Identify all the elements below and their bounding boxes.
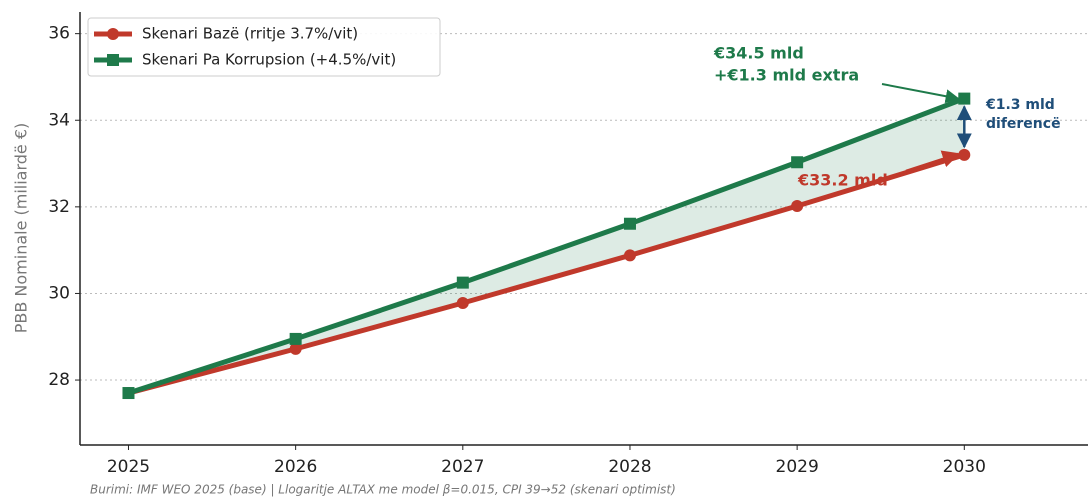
series-line bbox=[127, 96, 966, 396]
gap-area bbox=[128, 98, 965, 394]
annotation: +€1.3 mld extra bbox=[714, 66, 859, 85]
legend-marker bbox=[107, 54, 119, 66]
point bbox=[791, 199, 804, 212]
y-tick-label: 30 bbox=[48, 283, 70, 303]
point bbox=[289, 342, 302, 355]
annotation: €1.3 mld bbox=[985, 97, 1055, 113]
annotation: diferencë bbox=[986, 116, 1061, 132]
point bbox=[791, 156, 804, 169]
point bbox=[958, 148, 971, 161]
y-tick-label: 36 bbox=[48, 24, 70, 44]
x-tick-label: 2027 bbox=[441, 457, 484, 477]
legend-label: Skenari Pa Korrupsion (+4.5%/vit) bbox=[142, 51, 396, 69]
x-tick-label: 2025 bbox=[107, 457, 150, 477]
annotation: €34.5 mld bbox=[713, 44, 804, 63]
y-tick-label: 28 bbox=[48, 370, 70, 390]
x-tick-label: 2030 bbox=[943, 457, 986, 477]
y-tick-label: 34 bbox=[48, 110, 70, 130]
y-axis-label: PBB Nominale (miliardë €) bbox=[12, 123, 31, 334]
point bbox=[289, 332, 302, 345]
x-tick-label: 2026 bbox=[274, 457, 317, 477]
point bbox=[958, 92, 971, 105]
point bbox=[122, 387, 135, 400]
point bbox=[623, 217, 636, 230]
point bbox=[456, 276, 469, 289]
annotation-arrow bbox=[905, 150, 960, 173]
point bbox=[623, 249, 636, 262]
x-tick-label: 2029 bbox=[776, 457, 819, 477]
annotation: €33.2 mld bbox=[797, 171, 888, 190]
annotation-arrow bbox=[881, 83, 960, 104]
legend-label: Skenari Bazë (rritje 3.7%/vit) bbox=[142, 25, 358, 43]
series-line bbox=[127, 152, 966, 396]
y-tick-label: 32 bbox=[48, 197, 70, 217]
x-tick-label: 2028 bbox=[608, 457, 651, 477]
legend-box bbox=[87, 17, 441, 77]
legend-marker bbox=[107, 28, 119, 40]
point bbox=[456, 296, 469, 309]
source-note: Burimi: IMF WEO 2025 (base) | Llogaritje… bbox=[90, 483, 676, 497]
